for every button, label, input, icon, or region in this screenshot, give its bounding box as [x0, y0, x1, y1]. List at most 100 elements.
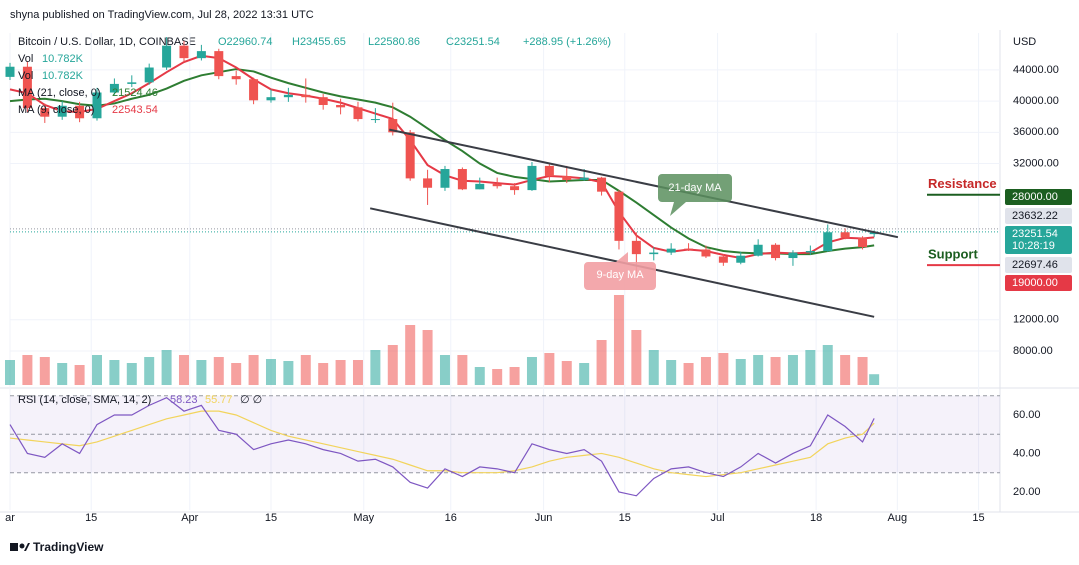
candle-body	[440, 169, 450, 188]
y-tick-label: 32000.00	[1013, 157, 1059, 169]
candle-body	[336, 104, 346, 108]
candle-body	[318, 97, 328, 105]
volume-bar	[869, 374, 880, 385]
legend-name: MA (9, close, 0)	[18, 104, 94, 116]
price-tag-label: 23632.22	[1012, 210, 1058, 222]
volume-bar	[161, 350, 172, 385]
candle-body	[823, 232, 833, 252]
rsi-line	[9, 410, 875, 478]
volume-bar	[579, 363, 590, 385]
candle-body	[736, 255, 746, 263]
candle-body	[214, 51, 224, 77]
candle-body	[283, 94, 293, 98]
candle-body	[5, 66, 15, 77]
volume-bar	[300, 355, 311, 385]
volume-bar	[387, 345, 398, 385]
candle-body	[127, 82, 137, 84]
price-tag	[1005, 226, 1072, 254]
candle-body	[57, 105, 67, 117]
trendline	[389, 128, 899, 239]
volume-bar	[144, 357, 155, 385]
x-tick-label: 15	[85, 512, 97, 524]
callout-bubble	[584, 252, 656, 290]
volume-bar	[596, 340, 607, 385]
candle-body	[388, 119, 398, 133]
ma-line	[9, 68, 875, 256]
volume-bar	[787, 355, 798, 385]
candle-body	[423, 178, 433, 188]
volume-bar	[457, 355, 468, 385]
candle-body	[144, 67, 154, 83]
callout-label: 9-day MA	[596, 269, 644, 281]
level-label: Support	[928, 247, 978, 262]
price-tag-label: 22697.46	[1012, 259, 1058, 271]
volume-bar	[178, 355, 189, 385]
candle-body	[109, 83, 119, 93]
volume-bar	[648, 350, 659, 385]
callout-bubble	[658, 174, 732, 216]
candle-body	[684, 248, 694, 250]
y-tick-label: 12000.00	[1013, 314, 1059, 326]
y-tick-label: 44000.00	[1013, 64, 1059, 76]
legend-value: 10.782K	[42, 70, 84, 82]
volume-bar	[405, 325, 416, 385]
candle-body	[266, 97, 276, 101]
x-tick-label: ar	[5, 512, 15, 524]
x-tick-label: Aug	[888, 512, 908, 524]
rsi-line	[9, 396, 875, 497]
candle-body	[353, 107, 363, 120]
volume-bar	[439, 355, 450, 385]
volume-bar	[422, 330, 433, 385]
candle-body	[771, 244, 781, 259]
volume-bar	[318, 363, 329, 385]
volume-bar	[822, 345, 833, 385]
candle-body	[75, 105, 85, 119]
volume-bar	[526, 357, 537, 385]
ohlc-value: H23455.65	[292, 36, 346, 48]
y-tick-label: 36000.00	[1013, 126, 1059, 138]
volume-bar	[370, 350, 381, 385]
volume-bar	[352, 360, 363, 385]
candle-body	[22, 66, 32, 109]
volume-bar	[666, 360, 677, 385]
candle-body	[179, 45, 189, 59]
x-tick-label: 15	[265, 512, 277, 524]
candle-body	[162, 45, 172, 68]
candle-body	[614, 191, 624, 241]
volume-bar	[126, 363, 137, 385]
candle-body	[718, 256, 728, 263]
callout-label: 21-day MA	[668, 182, 722, 194]
volume-bar	[91, 355, 102, 385]
candle-body	[666, 248, 676, 253]
x-tick-label: May	[353, 512, 374, 524]
volume-bar	[770, 357, 781, 385]
candle-body	[475, 183, 485, 190]
publisher: shyna published on TradingView.com, Jul …	[10, 9, 314, 21]
volume-bar	[683, 363, 694, 385]
rsi-sma-value: 55.77	[205, 394, 233, 406]
candle-body	[562, 176, 572, 180]
candle-body	[840, 232, 850, 238]
symbol: Bitcoin / U.S. Dollar, 1D, COINBASE	[18, 36, 196, 48]
volume-bar	[335, 360, 346, 385]
x-tick-label: 15	[972, 512, 984, 524]
price-tag	[1005, 275, 1072, 291]
volume-bar	[631, 330, 642, 385]
candle-body	[753, 244, 763, 256]
candle-body	[510, 186, 520, 191]
volume-bar	[735, 359, 746, 385]
legend-value: 22543.54	[112, 104, 158, 116]
price-tag	[1005, 208, 1072, 224]
volume-bar	[474, 367, 485, 385]
candle-body	[649, 252, 659, 255]
logo	[10, 543, 30, 551]
candle-body	[788, 252, 798, 259]
volume-bar	[22, 355, 33, 385]
volume-bar	[544, 353, 555, 385]
x-tick-label: 15	[619, 512, 631, 524]
level-label: Resistance	[928, 176, 997, 191]
volume-bar	[39, 357, 50, 385]
price-tag-label: 23251.54	[1012, 228, 1058, 240]
price-tag-timer: 10:28:19	[1012, 240, 1055, 252]
